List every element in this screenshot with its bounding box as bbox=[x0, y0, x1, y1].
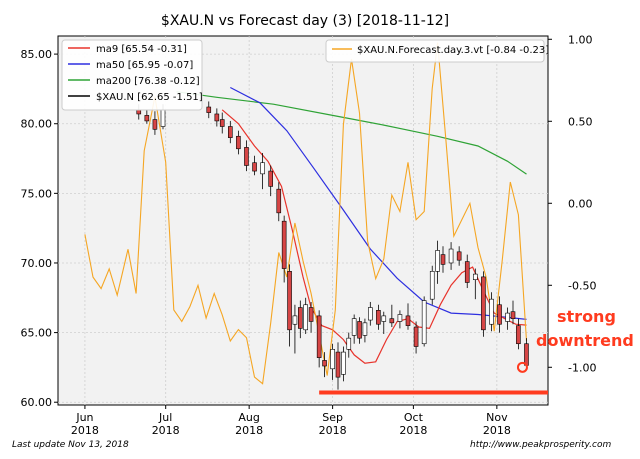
x-tick-year: 2018 bbox=[235, 424, 263, 437]
candle-body bbox=[413, 326, 419, 347]
candle-body bbox=[421, 300, 427, 345]
annotation-text-strong: strong bbox=[557, 307, 616, 326]
annotation-text-downtrend: downtrend bbox=[536, 331, 634, 350]
x-axis: Jun2018Jul2018Aug2018Sep2018Oct2018Nov20… bbox=[71, 405, 511, 437]
x-tick-month: Nov bbox=[486, 411, 508, 424]
legend-label: $XAU.N [62.65 -1.51] bbox=[96, 92, 203, 103]
candle-body bbox=[448, 248, 454, 264]
candle-body bbox=[456, 251, 462, 261]
candle-body bbox=[516, 325, 521, 345]
x-tick-year: 2018 bbox=[399, 424, 427, 437]
candle-body bbox=[510, 311, 516, 319]
candle-body bbox=[341, 351, 346, 375]
series-lines bbox=[84, 42, 528, 385]
legend-right-box bbox=[325, 39, 545, 63]
right-tick-label: -0.50 bbox=[568, 279, 596, 292]
x-tick-month: Jul bbox=[158, 411, 172, 424]
candle-body bbox=[357, 321, 362, 339]
candle-body bbox=[281, 220, 287, 269]
candle-body bbox=[268, 170, 273, 187]
left-tick-label: 85.00 bbox=[21, 48, 53, 61]
x-tick-year: 2018 bbox=[152, 424, 180, 437]
candle-body bbox=[244, 147, 249, 166]
candle-body bbox=[316, 315, 322, 358]
x-tick-year: 2018 bbox=[71, 424, 99, 437]
legend-label: ma50 [65.95 -0.07] bbox=[96, 60, 193, 71]
candle-body bbox=[524, 343, 529, 366]
candle-body bbox=[335, 351, 341, 378]
candle-body bbox=[505, 312, 510, 322]
x-tick-month: Jun bbox=[75, 411, 93, 424]
series-line-ma9 bbox=[221, 109, 527, 364]
x-tick-year: 2018 bbox=[319, 424, 347, 437]
candle-body bbox=[287, 271, 292, 331]
candle-body bbox=[440, 254, 446, 265]
candle-body bbox=[346, 337, 352, 350]
legend-label: $XAU.N.Forecast.day.3.vt [-0.84 -0.23] bbox=[357, 45, 549, 56]
legend-label: ma200 [76.38 -0.12] bbox=[96, 76, 200, 87]
candle-body bbox=[260, 162, 265, 175]
annotation-marker bbox=[516, 361, 528, 373]
candle-body bbox=[473, 273, 478, 280]
series-line--xau-n-forecast-day-3-vt bbox=[84, 42, 528, 385]
left-tick-label: 80.00 bbox=[21, 118, 53, 131]
right-tick-label: 0.00 bbox=[568, 197, 593, 210]
candle-body bbox=[351, 318, 357, 336]
candle-body bbox=[160, 109, 166, 127]
candle-body bbox=[292, 315, 298, 325]
candle-body bbox=[252, 162, 257, 172]
candle-body bbox=[276, 188, 282, 214]
candle-body bbox=[219, 119, 225, 127]
candle-body bbox=[303, 304, 308, 331]
right-axis: -1.00 -0.50 0.00 0.50 1.00 bbox=[548, 33, 596, 374]
candle-body bbox=[497, 304, 502, 325]
candle-body bbox=[397, 314, 403, 322]
left-tick-label: 65.00 bbox=[21, 327, 53, 340]
series-line-ma200 bbox=[176, 91, 527, 175]
x-tick-month: Aug bbox=[238, 411, 259, 424]
candle-body bbox=[405, 315, 411, 326]
candle-body bbox=[144, 115, 150, 122]
candle-body bbox=[389, 318, 395, 324]
legend-label: ma9 [65.54 -0.31] bbox=[96, 44, 187, 55]
candle-body bbox=[214, 113, 220, 122]
candle-body bbox=[381, 315, 387, 322]
candle-body bbox=[481, 276, 486, 331]
candle-body bbox=[152, 119, 158, 130]
chart-title: $XAU.N vs Forecast day (3) [2018-11-12] bbox=[161, 13, 449, 29]
candle-body bbox=[308, 307, 314, 322]
right-tick-label: 1.00 bbox=[568, 33, 593, 46]
footer-website: http://www.peakprosperity.com bbox=[470, 440, 612, 450]
candle-body bbox=[330, 349, 335, 370]
candle-body bbox=[435, 250, 440, 272]
footer-last-update: Last update Nov 13, 2018 bbox=[12, 440, 129, 450]
legend-left-box bbox=[61, 39, 203, 111]
left-tick-label: 75.00 bbox=[21, 187, 53, 200]
candle-body bbox=[368, 307, 373, 321]
legend-right: $XAU.N.Forecast.day.3.vt [-0.84 -0.23] bbox=[325, 39, 549, 63]
left-tick-label: 60.00 bbox=[21, 396, 53, 409]
candle-body bbox=[464, 261, 470, 283]
candle-body bbox=[362, 322, 368, 336]
candle-body bbox=[228, 126, 233, 138]
candle-body bbox=[236, 135, 241, 150]
right-tick-label: -1.00 bbox=[568, 361, 596, 374]
left-tick-label: 70.00 bbox=[21, 257, 53, 270]
candle-body bbox=[376, 310, 381, 325]
x-tick-year: 2018 bbox=[483, 424, 511, 437]
candle-body bbox=[298, 307, 303, 329]
annotation: strong downtrend bbox=[319, 307, 634, 395]
left-axis: 60.00 65.00 70.00 75.00 80.00 85.00 bbox=[21, 48, 58, 409]
candle-body bbox=[322, 360, 327, 367]
candle-body bbox=[206, 106, 212, 113]
x-tick-month: Oct bbox=[404, 411, 424, 424]
candle-body bbox=[429, 271, 435, 300]
x-tick-month: Sep bbox=[322, 411, 343, 424]
legend-left: ma9 [65.54 -0.31] ma50 [65.95 -0.07] ma200… bbox=[61, 39, 203, 111]
right-tick-label: 0.50 bbox=[568, 115, 593, 128]
candle-body bbox=[489, 298, 494, 325]
